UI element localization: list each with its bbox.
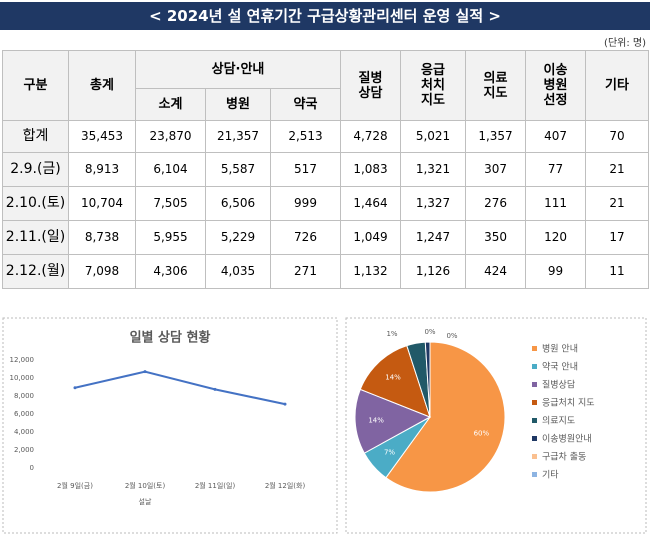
row-label: 2.10.(토) (2, 186, 69, 221)
legend-label: 의료지도 (542, 416, 575, 427)
cell: 350 (465, 220, 527, 255)
data-label: 14% (368, 416, 384, 424)
cell: 1,083 (340, 152, 402, 187)
title: < 2024년 설 연휴기간 구급상황관리센터 운영 실적 > (0, 2, 650, 30)
cell: 17 (585, 220, 650, 255)
data-label: 7% (384, 449, 395, 457)
cell: 6,506 (205, 186, 271, 221)
header-cell: 상담·안내 (134, 50, 342, 89)
row-label: 합계 (2, 120, 69, 153)
cell: 999 (269, 186, 342, 221)
point (283, 402, 287, 406)
header-cell: 병원 (205, 88, 271, 121)
chart-title: 일별 상담 현황 (130, 330, 211, 346)
cell: 23,870 (135, 120, 206, 153)
legend-swatch (532, 472, 537, 477)
cell: 271 (269, 254, 342, 289)
cell: 307 (465, 152, 527, 187)
x-tick-label: 2월 12일(화) (265, 481, 306, 490)
header-cell: 질병 상담 (340, 50, 402, 121)
chart-frame (2, 317, 338, 534)
cell: 5,229 (205, 220, 271, 255)
header-cell: 기타 (585, 50, 650, 121)
legend-swatch (532, 418, 537, 423)
cell: 11 (585, 254, 650, 289)
legend-label: 이송병원안내 (542, 434, 592, 445)
legend-label: 응급처치 지도 (542, 397, 595, 409)
cell: 276 (465, 186, 527, 221)
pie-slice (385, 341, 506, 493)
table: 구분 총계 상담·안내 질병 상담 응급 처치 지도 의료 지도 이송 병원 선정 기타 소계… (2, 50, 650, 289)
y-tick-label: 2,000 (14, 446, 34, 454)
line (74, 370, 286, 406)
cell: 7,098 (68, 254, 136, 289)
cell: 70 (585, 120, 650, 153)
cell: 77 (525, 152, 587, 187)
cell: 4,306 (135, 254, 206, 289)
cell: 21,357 (205, 120, 271, 153)
header-cell: 이송 병원 선정 (525, 50, 587, 121)
cell: 21 (585, 152, 650, 187)
unit: (단위: 명) (604, 38, 646, 49)
row-label: 2.11.(일) (2, 220, 69, 255)
x-tick-label: 2월 10일(토) (125, 481, 166, 490)
cell: 99 (525, 254, 587, 289)
data-label: 1% (386, 330, 397, 338)
point (213, 387, 217, 391)
legend-swatch (532, 346, 537, 351)
legend-label: 기타 (542, 470, 559, 481)
data-label: 14% (385, 374, 401, 382)
legend-swatch (532, 382, 537, 387)
legend-swatch (532, 400, 537, 405)
row-label: 2.9.(금) (2, 152, 69, 187)
point (73, 386, 77, 390)
y-tick-label: 4,000 (14, 428, 34, 436)
cell: 6,104 (135, 152, 206, 187)
chart-frame (345, 317, 647, 534)
y-tick-label: 12,000 (10, 356, 35, 364)
data-label: 0% (424, 328, 435, 336)
data-label: 60% (474, 430, 490, 438)
legend-swatch (532, 364, 537, 369)
header-cell: 소계 (135, 88, 206, 121)
header-cell: 응급 처치 지도 (400, 50, 467, 121)
cell: 1,132 (340, 254, 402, 289)
cell: 1,357 (465, 120, 527, 153)
header-cell: 구분 (2, 50, 69, 121)
legend-swatch (532, 436, 537, 441)
y-tick-label: 10,000 (10, 374, 35, 382)
y-tick-label: 6,000 (14, 410, 34, 418)
data-label: 0% (446, 332, 457, 340)
cell: 1,126 (400, 254, 467, 289)
legend-swatch (532, 454, 537, 459)
legend-label: 약국 안내 (542, 361, 578, 373)
pie-slice (354, 388, 432, 454)
point (143, 370, 147, 374)
cell: 111 (525, 186, 587, 221)
legend-label: 병원 안내 (542, 344, 578, 355)
cell: 424 (465, 254, 527, 289)
annotation: 설날 (139, 497, 152, 506)
legend-label: 질병상담 (542, 379, 575, 391)
legend-label: 구급차 출동 (542, 451, 586, 463)
cell: 4,035 (205, 254, 271, 289)
cell: 407 (525, 120, 587, 153)
cell: 1,049 (340, 220, 402, 255)
y-tick-label: 0 (30, 464, 34, 472)
header-cell: 의료 지도 (465, 50, 527, 121)
y-tick-label: 8,000 (14, 392, 34, 400)
x-tick-label: 2월 9일(금) (57, 481, 93, 490)
x-tick-label: 2월 11일(일) (195, 481, 236, 490)
cell: 726 (269, 220, 342, 255)
